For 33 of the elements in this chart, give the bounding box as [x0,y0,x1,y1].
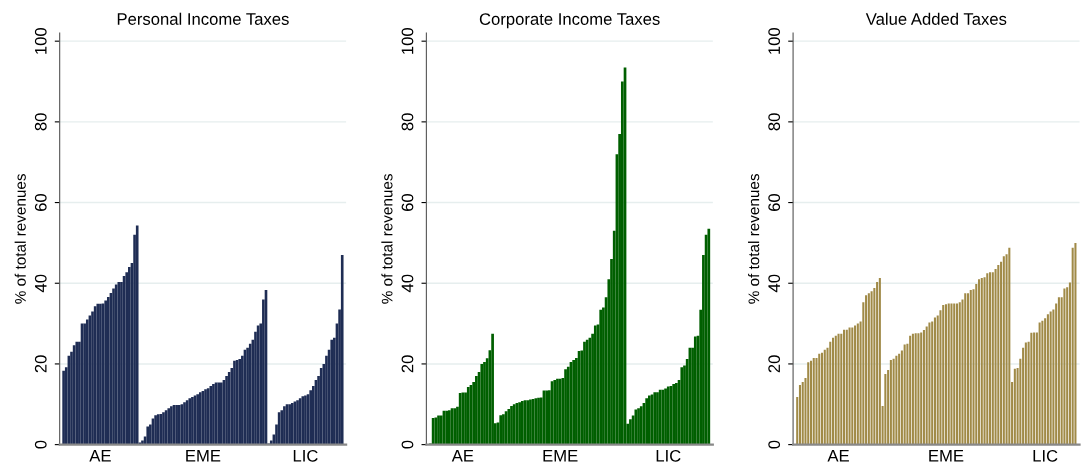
x-tick-label: AE [451,450,474,462]
y-tick-label: 20 [34,355,47,373]
y-tick-label: 80 [401,113,414,131]
x-tick-label: LIC [293,449,318,462]
y-axis-title: % of total revenues [748,174,760,304]
y-tick-label: 0 [34,440,47,449]
y-tick-label: 100 [34,27,47,54]
y-tick-label: 40 [768,274,781,293]
y-tick-label: 40 [34,274,47,293]
y-axis-title: % of total revenues [14,174,26,304]
y-tick-label: 80 [768,113,781,131]
chart-title: Corporate Income Taxes [479,13,660,29]
y-tick-label: 0 [768,440,781,449]
x-tick-label: EME [929,450,964,462]
y-tick-label: 60 [34,193,47,211]
y-tick-label: 20 [768,355,781,373]
y-tick-label: 0 [401,440,414,449]
chart-title: Personal Income Taxes [117,12,289,25]
x-tick-label: EME [186,450,221,462]
y-tick-label: 100 [401,27,414,54]
y-tick-label: 40 [401,274,414,293]
x-tick-label: AE [827,450,849,462]
x-tick-label: EME [543,450,578,462]
y-tick-label: 60 [401,193,414,211]
y-tick-label: 100 [768,27,781,54]
x-tick-label: LIC [1033,449,1058,462]
x-tick-label: AE [89,450,111,462]
y-axis-title: % of total revenues [381,174,393,304]
y-tick-label: 60 [768,193,781,211]
y-tick-label: 20 [401,355,414,373]
x-tick-label: LIC [656,449,681,462]
y-tick-label: 80 [34,113,47,131]
chart-title: Value Added Taxes [865,12,1007,25]
